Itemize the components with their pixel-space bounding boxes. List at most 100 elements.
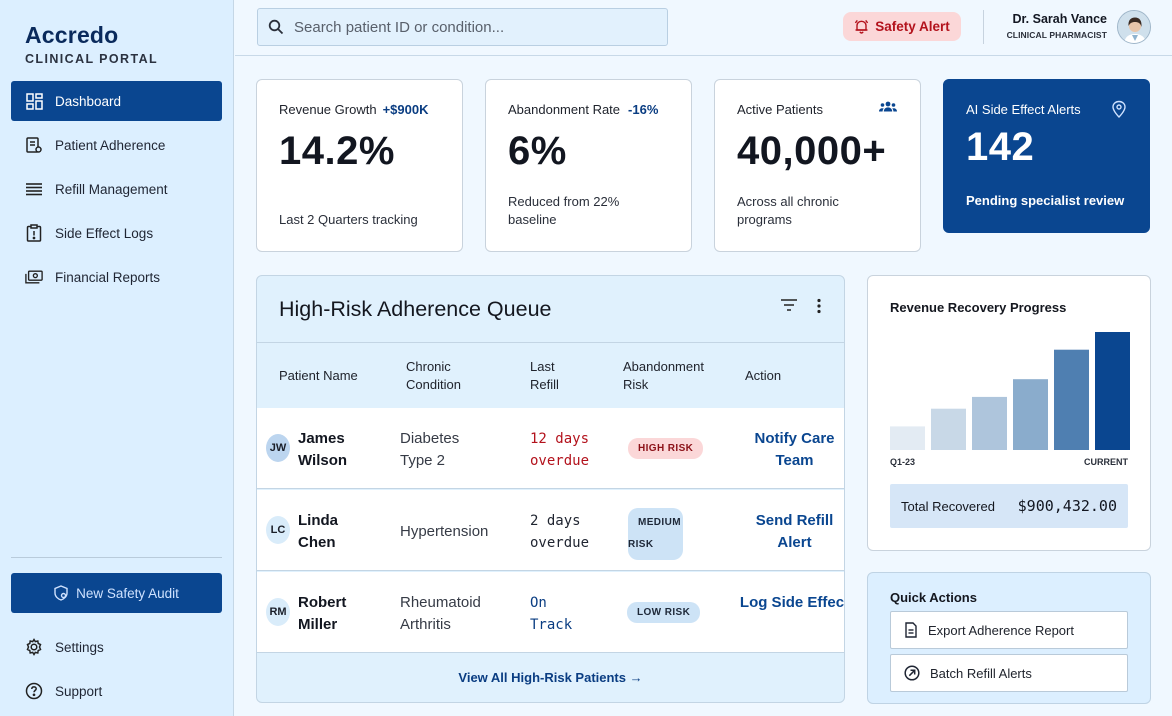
sidebar-divider [11, 557, 222, 558]
patient-name: Robert Miller [298, 594, 347, 633]
total-recovered: Total Recovered $900,432.00 [890, 484, 1128, 528]
new-safety-audit-button[interactable]: New Safety Audit [11, 573, 222, 613]
bar-q1-23[interactable] [890, 426, 925, 450]
table-row[interactable]: JW James Wilson Diabetes Type 2 12 days … [257, 408, 844, 489]
avatar[interactable] [1117, 10, 1151, 44]
audit-button-label: New Safety Audit [76, 585, 179, 601]
user-avatar-icon [1118, 11, 1150, 43]
sidebar-item-patient-adherence[interactable]: Patient Adherence [11, 125, 222, 165]
kpi-footnote: Last 2 Quarters tracking [279, 212, 418, 227]
more-vertical-icon[interactable] [816, 298, 822, 319]
last-refill: 12 days overdue [530, 431, 590, 469]
search-icon [268, 19, 284, 35]
sidebar-item-side-effect-logs[interactable]: Side Effect Logs [11, 213, 222, 253]
sidebar-item-financial-reports[interactable]: Financial Reports [11, 257, 222, 297]
view-all-high-risk-link[interactable]: View All High-Risk Patients → [458, 670, 643, 685]
patient-initials: LC [266, 516, 290, 544]
sidebar-bottom: Settings Support [11, 627, 222, 715]
column-header[interactable]: Chronic Condition [406, 359, 461, 392]
document-icon [905, 622, 917, 638]
total-recovered-label: Total Recovered [901, 498, 995, 514]
column-header[interactable]: Action [745, 368, 782, 383]
sidebar-item-label: Settings [55, 639, 104, 655]
brand-name: Accredo [25, 22, 119, 48]
chronic-condition: Rheumatoid Arthritis [400, 594, 481, 633]
brand: Accredo CLINICAL PORTAL [25, 22, 158, 66]
x-tick-last: CURRENT [1084, 457, 1128, 467]
bar-q2-23[interactable] [931, 408, 966, 450]
patient-name: James Wilson [298, 430, 348, 469]
risk-badge: HIGH RISK [628, 438, 704, 459]
sidebar-item-support[interactable]: Support [11, 671, 222, 711]
brand-subtitle: CLINICAL PORTAL [25, 52, 159, 66]
bar-q4-23[interactable] [1013, 379, 1048, 450]
notify-care-team-link[interactable]: Notify Care Team [754, 430, 835, 469]
user-role: CLINICAL PHARMACIST [1006, 30, 1107, 40]
column-header[interactable]: Patient Name [279, 368, 358, 383]
ai-location-icon [1111, 100, 1127, 123]
patient-initials: RM [266, 598, 290, 626]
kpi-revenue-growth: Revenue Growth +$900K 14.2% Last 2 Quart… [256, 79, 463, 252]
revenue-bar-chart [890, 332, 1130, 450]
column-header[interactable]: Abandonment Risk [623, 359, 704, 392]
table-row[interactable]: LC Linda Chen Hypertension 2 days overdu… [257, 490, 844, 571]
safety-alert-label: Safety Alert [875, 19, 950, 34]
kpi-label: Revenue Growth [279, 102, 377, 117]
queue-toolbar [780, 298, 822, 319]
export-adherence-report-button[interactable]: Export Adherence Report [890, 611, 1128, 649]
patient-name: Linda Chen [298, 512, 338, 551]
sidebar-item-label: Dashboard [55, 93, 122, 109]
sidebar-item-settings[interactable]: Settings [11, 627, 222, 667]
sidebar-item-label: Financial Reports [55, 269, 161, 285]
bar-q1-24[interactable] [1054, 349, 1089, 450]
search-input[interactable] [294, 18, 654, 36]
table-row[interactable]: RM Robert Miller Rheumatoid Arthritis On… [257, 572, 844, 653]
kpi-active-patients: Active Patients 40,000+ Across all chron… [714, 79, 921, 252]
dashboard-icon [25, 92, 43, 110]
sidebar-item-dashboard[interactable]: Dashboard [11, 81, 222, 121]
patient-initials: JW [266, 434, 290, 462]
chronic-condition: Hypertension [400, 523, 489, 540]
revenue-recovery-panel: Revenue Recovery Progress Q1-23 CURRENT … [867, 275, 1151, 551]
sidebar-item-label: Side Effect Logs [55, 225, 154, 241]
queue-title: High-Risk Adherence Queue [279, 297, 552, 321]
batch-refill-alerts-button[interactable]: Batch Refill Alerts [890, 654, 1128, 692]
sidebar-item-label: Refill Management [55, 181, 168, 197]
safety-alert-button[interactable]: Safety Alert [843, 12, 961, 41]
high-risk-queue: High-Risk Adherence Queue Patient Name C… [256, 275, 845, 703]
send-refill-alert-link[interactable]: Send Refill Alert [755, 512, 834, 551]
table-header: Patient Name Chronic Condition Last Refi… [257, 342, 844, 408]
shield-icon [54, 585, 68, 601]
sidebar-item-label: Support [55, 683, 103, 699]
qa-button-label: Export Adherence Report [928, 622, 1074, 638]
sidebar-item-label: Patient Adherence [55, 137, 166, 153]
gear-icon [25, 638, 43, 656]
kpi-delta: +$900K [382, 102, 429, 117]
kpi-label: AI Side Effect Alerts [966, 102, 1081, 117]
last-refill: 2 days overdue [530, 513, 590, 551]
bell-icon [855, 19, 869, 34]
qa-button-label: Batch Refill Alerts [930, 665, 1032, 681]
quick-actions-panel: Quick Actions Export Adherence Report Ba… [867, 572, 1151, 704]
user-name: Dr. Sarah Vance [1012, 12, 1107, 26]
bar-q3-23[interactable] [972, 396, 1007, 450]
users-icon [878, 100, 898, 119]
x-tick-first: Q1-23 [890, 457, 916, 467]
user-info: Dr. Sarah Vance CLINICAL PHARMACIST [1007, 12, 1107, 40]
arrow-circle-icon [904, 665, 920, 681]
log-side-effect-link[interactable]: Log Side Effect [739, 594, 845, 611]
sidebar: Accredo CLINICAL PORTAL Dashboard Patien… [0, 0, 234, 716]
kpi-footnote: Reduced from 22% baseline [508, 194, 620, 227]
bar-current[interactable] [1095, 332, 1130, 450]
column-header[interactable]: Last Refill [530, 359, 559, 392]
kpi-ai-side-effect-alerts[interactable]: AI Side Effect Alerts 142 Pending specia… [943, 79, 1150, 233]
chronic-condition: Diabetes Type 2 [400, 430, 460, 469]
risk-badge: MEDIUM RISK [628, 508, 683, 560]
kpi-delta: -16% [628, 102, 659, 117]
money-icon [25, 268, 43, 286]
alert-clipboard-icon [25, 224, 43, 242]
search-box[interactable] [257, 8, 668, 46]
revenue-title: Revenue Recovery Progress [890, 300, 1067, 315]
filter-icon[interactable] [780, 298, 798, 319]
sidebar-item-refill-management[interactable]: Refill Management [11, 169, 222, 209]
